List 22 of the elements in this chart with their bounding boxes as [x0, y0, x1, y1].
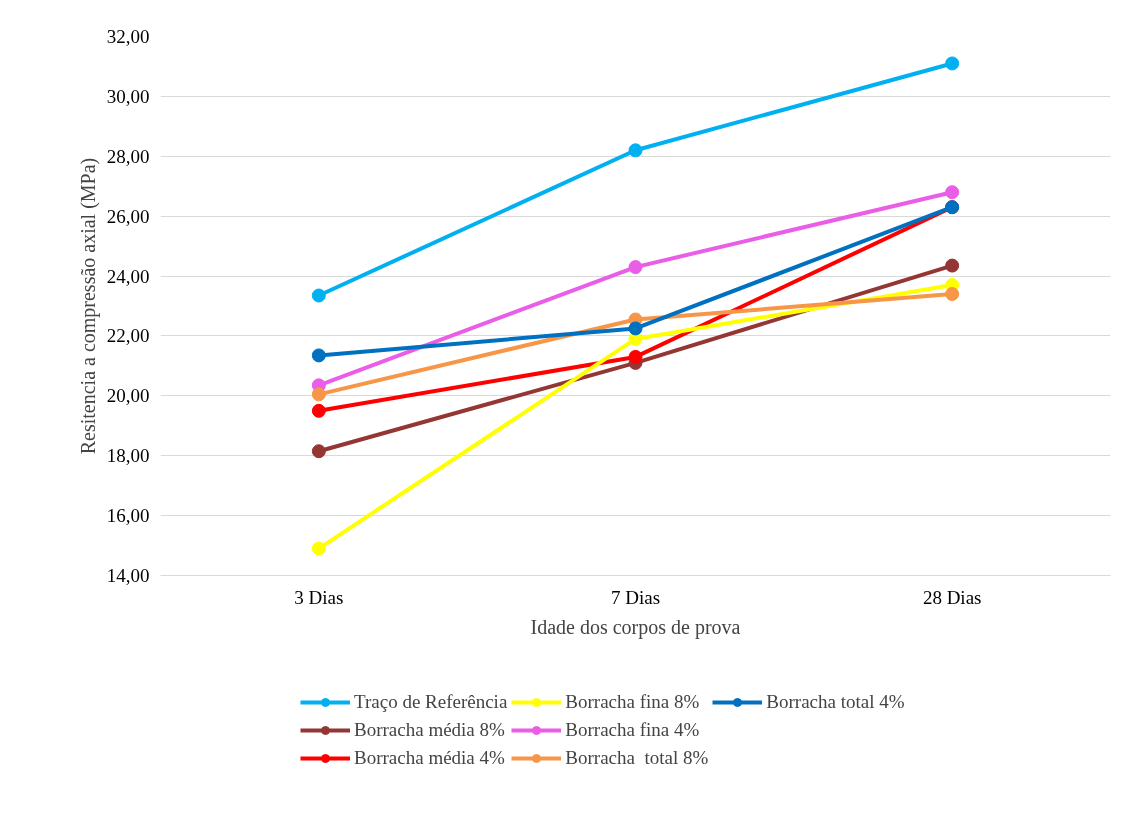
y-tick-label: 26,00 [106, 205, 150, 227]
legend-label: Traço de Referência [354, 690, 508, 714]
legend-label: Borracha total 8% [565, 746, 709, 770]
y-tick-label: 28,00 [106, 145, 150, 167]
y-tick-label: 30,00 [106, 85, 150, 107]
y-axis-title: Resitencia a compressão axial (MPa) [76, 157, 100, 455]
y-tick-label: 24,00 [106, 265, 150, 287]
y-tick-label: 32,00 [106, 26, 150, 47]
x-tick-label: 28 Dias [922, 586, 982, 608]
y-tick-label: 22,00 [106, 325, 150, 347]
legend-label: Borracha fina 4% [565, 718, 700, 742]
x-tick-label: 7 Dias [610, 586, 661, 608]
x-tick-label: 3 Dias [294, 586, 344, 608]
y-tick-label: 16,00 [106, 505, 150, 527]
x-axis-title: Idade dos corpos de prova [530, 615, 741, 639]
y-tick-label: 14,00 [106, 565, 150, 586]
y-tick-label: 20,00 [106, 385, 150, 407]
legend-label: Borracha fina 8% [565, 690, 700, 714]
legend-label: Borracha total 4% [766, 690, 905, 714]
legend-label: Borracha média 8% [354, 718, 505, 742]
y-tick-label: 18,00 [106, 445, 150, 467]
legend-label: Borracha média 4% [354, 746, 505, 770]
